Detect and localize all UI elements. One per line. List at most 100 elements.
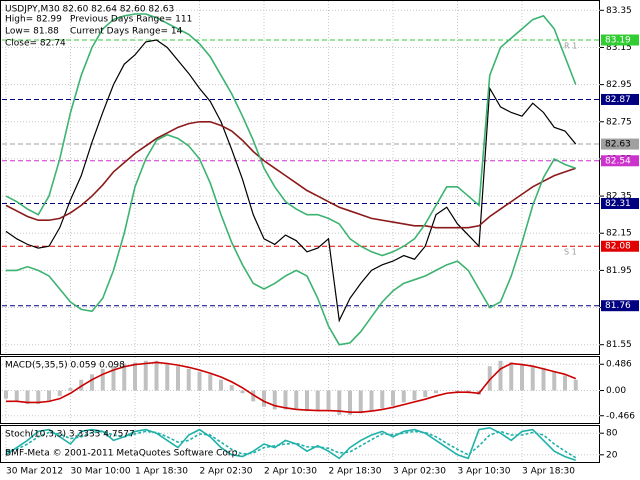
histogram-bar: [47, 390, 51, 402]
histogram-bar: [143, 360, 148, 391]
x-tick-label: 3 Apr 02:30: [393, 467, 446, 477]
panel-title: USDJPY,M30 82.60 82.64 82.60 82.63: [5, 5, 174, 15]
histogram-bar: [423, 390, 428, 398]
histogram-bar: [111, 366, 116, 391]
x-tick-label: 1 Apr 18:30: [135, 467, 188, 477]
panel-title: MACD(5,35,5) 0.059 0.098: [5, 361, 125, 371]
level-box: [601, 155, 639, 167]
info-label: Previous Days Range= 111: [70, 15, 192, 25]
histogram-bar: [573, 379, 578, 391]
histogram-bar: [294, 390, 299, 410]
series-line: [6, 133, 577, 346]
histogram-bar: [240, 390, 245, 394]
histogram-bar: [380, 390, 385, 409]
level-box: [601, 300, 639, 312]
info-label: Current Days Range= 14: [70, 27, 183, 37]
histogram-bar: [326, 390, 331, 410]
histogram-bar: [68, 387, 73, 391]
histogram-bar: [358, 390, 363, 414]
histogram-bar: [57, 390, 62, 396]
y-tick-label: 0.486: [606, 360, 632, 370]
pivot-label: S 1: [564, 248, 577, 257]
y-tick-label: -0.466: [606, 411, 635, 421]
series-line: [5, 120, 577, 229]
y-tick-label: 82.75: [606, 117, 632, 127]
y-tick-label: 81.95: [606, 266, 632, 276]
pivot-label: R 1: [564, 42, 577, 51]
y-tick-label: 83.35: [606, 6, 632, 16]
x-tick-label: 3 Apr 18:30: [522, 467, 575, 477]
histogram-bar: [25, 390, 30, 405]
y-tick-label: 81.55: [606, 340, 632, 350]
histogram-bar: [165, 363, 170, 391]
main-panel: [0, 0, 600, 355]
series-line: [5, 430, 577, 459]
histogram-bar: [401, 390, 406, 403]
histogram-bar: [36, 390, 41, 405]
x-tick-label: 3 Apr 10:30: [458, 467, 511, 477]
x-tick-label: 2 Apr 10:30: [264, 467, 317, 477]
panel-title: Stoch(10,3,3) 3.3333 4.7577: [5, 430, 135, 440]
histogram-bar: [305, 390, 309, 412]
histogram-bar: [369, 390, 374, 412]
level-label: 82.08: [605, 242, 631, 252]
histogram-bar: [412, 390, 417, 401]
histogram-bar: [272, 390, 277, 410]
histogram-bar: [552, 371, 557, 391]
copyright: BMF-Meta © 2001-2011 MetaQuotes Software…: [5, 449, 240, 459]
y-tick-label: 20: [606, 450, 618, 460]
histogram-bar: [186, 368, 191, 391]
level-label: 83.19: [605, 36, 631, 46]
histogram-bar: [283, 390, 288, 410]
y-tick-label: 0.00: [606, 386, 626, 396]
y-tick-label: 82.15: [606, 229, 632, 239]
histogram-bar: [79, 379, 84, 391]
level-label: 82.87: [605, 95, 631, 105]
level-label: 81.76: [605, 301, 631, 311]
histogram-bar: [219, 379, 223, 391]
histogram-bar: [122, 363, 127, 391]
histogram-bar: [348, 390, 352, 415]
histogram-bar: [509, 362, 514, 391]
histogram-bar: [541, 367, 546, 391]
y-tick-label: 82.95: [606, 80, 632, 90]
histogram-bar: [14, 390, 19, 402]
x-tick-label: 30 Mar 2012: [6, 467, 63, 477]
y-tick-label: 83.15: [606, 43, 632, 53]
histogram-bar: [563, 375, 567, 391]
histogram-bar: [434, 390, 438, 394]
histogram-bar: [154, 360, 159, 391]
histogram-bar: [133, 362, 137, 391]
series-line: [5, 39, 577, 323]
level-label: 82.63: [605, 140, 631, 150]
histogram-bar: [487, 366, 492, 391]
histogram-bar: [251, 390, 256, 402]
y-tick-label: 82.35: [606, 192, 632, 202]
histogram-bar: [337, 390, 342, 415]
series-line: [6, 361, 577, 413]
x-tick-label: 30 Mar 10:00: [71, 467, 131, 477]
info-label: High= 82.99: [5, 15, 62, 25]
histogram-bar: [229, 385, 234, 391]
histogram-bar: [498, 360, 503, 391]
histogram-bar: [197, 371, 202, 391]
histogram-bar: [315, 390, 320, 412]
histogram-bar: [208, 374, 213, 391]
histogram-bar: [176, 366, 180, 391]
info-label: Close= 82.74: [5, 39, 66, 49]
level-box: [601, 198, 639, 210]
x-tick-label: 2 Apr 02:30: [200, 467, 253, 477]
histogram-bar: [100, 368, 105, 391]
level-label: 82.31: [605, 199, 631, 209]
level-box: [601, 240, 639, 252]
series-line: [5, 13, 577, 257]
histogram-bar: [90, 374, 94, 391]
histogram-bar: [520, 364, 524, 391]
info-label: Low= 81.88: [5, 27, 59, 37]
x-tick-label: 2 Apr 18:30: [329, 467, 382, 477]
histogram-bar: [455, 390, 460, 392]
level-box: [601, 138, 639, 150]
histogram-bar: [262, 390, 266, 407]
level-label: 82.54: [605, 156, 631, 166]
histogram-bar: [4, 390, 8, 399]
